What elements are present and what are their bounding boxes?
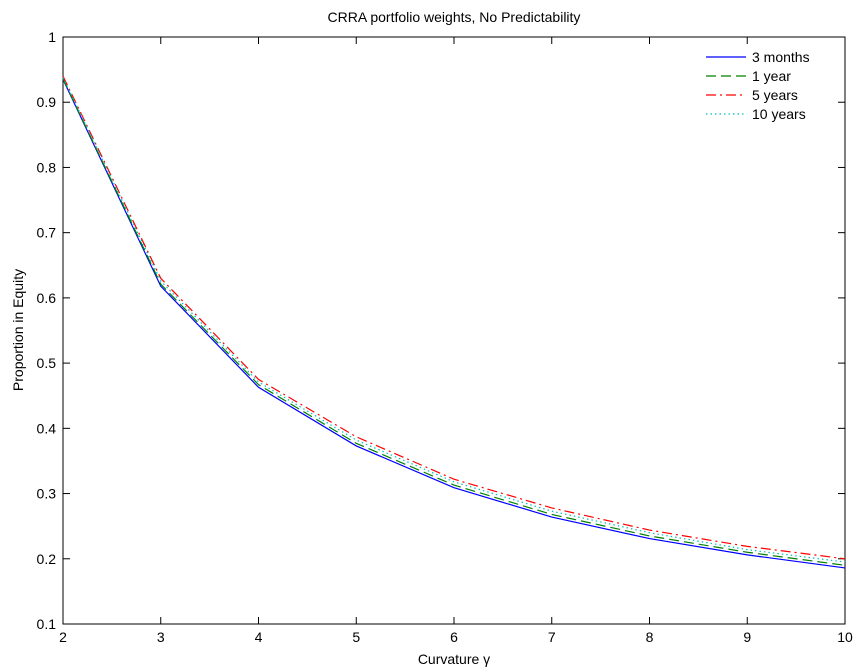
y-tick-label: 1 (48, 29, 56, 45)
x-tick-label: 5 (352, 629, 360, 645)
y-tick-label: 0.7 (37, 225, 57, 241)
series-lines (62, 75, 846, 569)
x-tick-label: 7 (548, 629, 556, 645)
series-line-5-years (62, 75, 846, 560)
x-tick-label: 2 (59, 629, 67, 645)
y-axis-ticks: 0.1 0.2 0.3 0.4 0.5 0.6 0.7 0.8 0.9 1 (37, 29, 845, 632)
y-tick-label: 0.9 (37, 94, 57, 110)
y-tick-label: 0.3 (37, 486, 57, 502)
legend-label: 5 years (752, 87, 798, 103)
y-tick-label: 0.1 (37, 616, 57, 632)
x-axis-title: Curvature γ (418, 651, 490, 667)
y-tick-label: 0.5 (37, 355, 57, 371)
x-tick-label: 3 (157, 629, 165, 645)
series-line-1-year (62, 78, 846, 566)
plot-frame (62, 36, 846, 625)
series-line-3-months (62, 79, 846, 569)
series-line-10-years (62, 77, 846, 563)
legend: 3 months 1 year 5 years 10 years (706, 49, 810, 122)
legend-label: 10 years (752, 106, 806, 122)
y-tick-label: 0.4 (37, 420, 57, 436)
x-axis-ticks: 2 3 4 5 6 7 8 9 10 (59, 37, 853, 645)
legend-label: 3 months (752, 49, 810, 65)
x-tick-label: 6 (450, 629, 458, 645)
y-tick-label: 0.6 (37, 290, 57, 306)
x-tick-label: 8 (646, 629, 654, 645)
y-tick-label: 0.2 (37, 551, 57, 567)
legend-label: 1 year (752, 68, 791, 84)
x-tick-label: 4 (255, 629, 263, 645)
y-tick-label: 0.8 (37, 159, 57, 175)
chart-title: CRRA portfolio weights, No Predictabilit… (328, 9, 581, 25)
x-tick-label: 9 (743, 629, 751, 645)
y-axis-title: Proportion in Equity (10, 269, 26, 391)
x-tick-label: 10 (837, 629, 853, 645)
